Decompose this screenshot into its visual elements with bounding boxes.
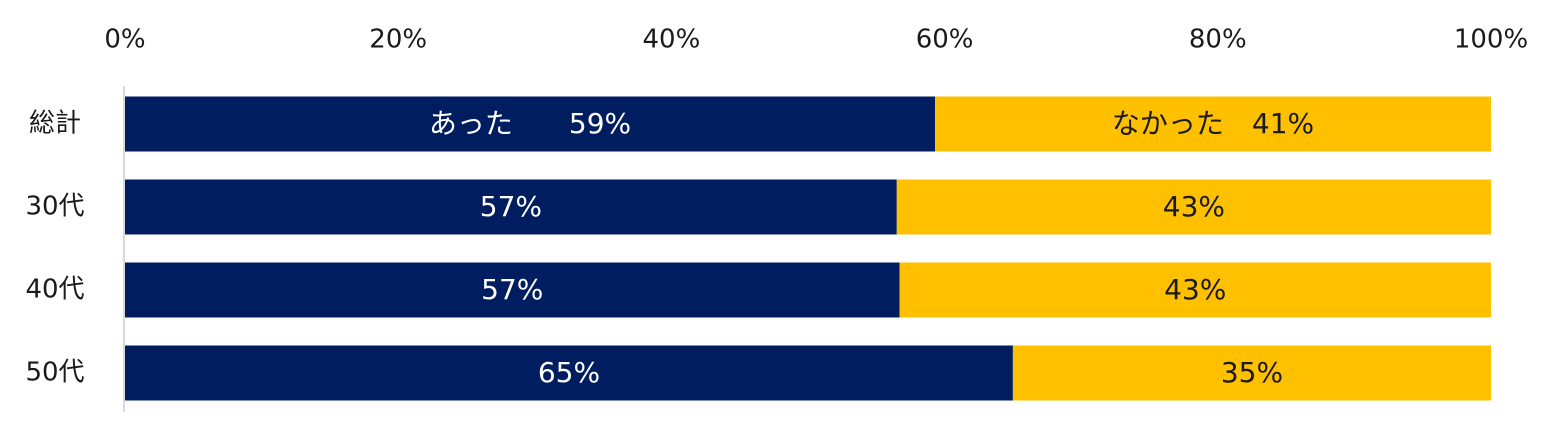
data-label: 35%	[1221, 356, 1283, 389]
x-axis-ticks: 0% 20% 40% 60% 80% 100%	[104, 25, 1528, 55]
data-label: あった 59%	[429, 107, 631, 140]
bar-segment-nakatta	[896, 179, 1491, 235]
data-label: 43%	[1163, 190, 1225, 223]
x-tick-label: 80%	[1189, 25, 1247, 55]
bars	[125, 96, 1491, 401]
bar-segment-atta	[125, 262, 900, 318]
bar-labels: あった 59% なかった 41% 57% 43% 57% 43% 65% 35%	[429, 107, 1314, 389]
data-label: なかった 41%	[1112, 107, 1314, 140]
category-label: 50代	[25, 358, 84, 388]
x-tick-label: 40%	[643, 25, 701, 55]
x-tick-label: 20%	[369, 25, 427, 55]
bar-segment-nakatta	[899, 262, 1491, 318]
bar-segment-atta	[125, 345, 1013, 401]
x-tick-label: 0%	[104, 25, 145, 55]
category-labels: 総計 30代 40代 50代	[25, 109, 84, 388]
x-tick-label: 100%	[1454, 25, 1528, 55]
bar-segment-atta	[125, 96, 936, 152]
data-label: 57%	[481, 273, 543, 306]
bar-segment-atta	[125, 179, 897, 235]
category-label: 30代	[25, 192, 84, 222]
category-label: 40代	[25, 275, 84, 305]
data-label: 65%	[538, 356, 600, 389]
x-tick-label: 60%	[916, 25, 974, 55]
bar-segment-nakatta	[935, 96, 1491, 152]
category-label: 総計	[29, 109, 81, 139]
bar-segment-nakatta	[1012, 345, 1491, 401]
data-label: 57%	[480, 190, 542, 223]
data-label: 43%	[1164, 273, 1226, 306]
